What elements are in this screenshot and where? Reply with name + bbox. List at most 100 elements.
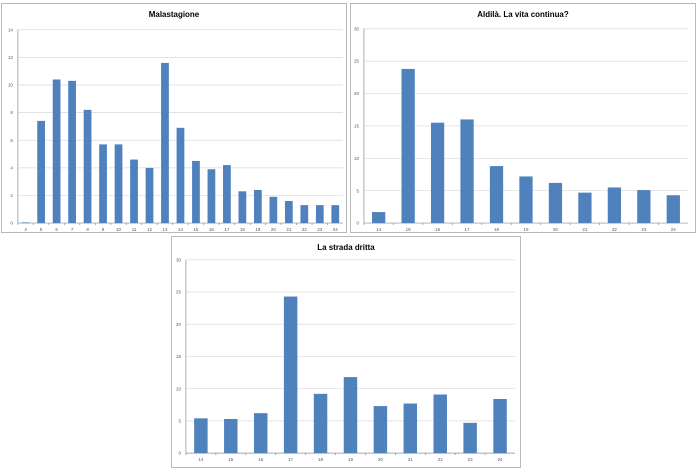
x-tick-label: 17 <box>288 457 293 462</box>
x-tick-label: 20 <box>553 227 558 232</box>
bar <box>401 68 415 224</box>
x-tick-label: 6 <box>55 227 58 232</box>
bar <box>253 189 262 224</box>
x-tick-label: 17 <box>224 227 229 232</box>
x-tick-label: 21 <box>582 227 587 232</box>
y-tick-label: 10 <box>354 156 359 161</box>
bar <box>666 195 680 224</box>
chart-aldila: Aldilà. La vita continua? 0 5 10 15 20 25 30 14 1… <box>350 3 696 233</box>
x-tick-label: 16 <box>258 457 263 462</box>
y-tick-label: 25 <box>354 59 359 64</box>
chart-title: Aldilà. La vita continua? <box>477 10 569 19</box>
chart-title: Malastagione <box>149 10 200 19</box>
bar <box>343 377 358 454</box>
y-tick-label: 15 <box>354 124 359 129</box>
chart-svg-aldila: Aldilà. La vita continua? 0 5 10 15 20 25 30 14 1… <box>354 10 689 232</box>
bar <box>300 205 309 224</box>
y-tick-label: 30 <box>176 257 181 262</box>
x-tick-label: 19 <box>523 227 528 232</box>
bar <box>99 144 107 224</box>
y-tick-label: 5 <box>356 188 359 193</box>
x-tick-label: 23 <box>641 227 646 232</box>
x-tick-label: 24 <box>333 227 338 232</box>
bar <box>238 191 247 224</box>
x-tick-label: 15 <box>228 457 233 462</box>
bar <box>433 394 447 454</box>
y-tick-label: 25 <box>176 290 181 295</box>
x-tick-label: 19 <box>348 457 353 462</box>
bar <box>430 122 445 224</box>
bar <box>130 159 138 224</box>
y-tick-label: 20 <box>354 91 359 96</box>
x-tick-label: 14 <box>178 227 183 232</box>
x-tick-label: 22 <box>302 227 307 232</box>
bar <box>607 187 622 224</box>
bar <box>373 406 388 454</box>
bar <box>207 169 216 224</box>
x-tick-label: 4 <box>24 227 27 232</box>
x-tick-label: 19 <box>255 227 260 232</box>
chart-malastagione: Malastagione 0 2 4 6 8 10 12 14 4 5 6 7 8 9 10 11 12 13 14 1… <box>1 3 347 233</box>
x-tick-label: 5 <box>40 227 43 232</box>
x-tick-label: 16 <box>209 227 214 232</box>
bar <box>37 120 45 224</box>
bar <box>269 196 278 224</box>
x-tick-label: 18 <box>318 457 323 462</box>
x-tick-label: 11 <box>132 227 137 232</box>
bar <box>493 398 507 454</box>
y-tick-label: 0 <box>178 451 181 456</box>
bar <box>463 422 477 454</box>
y-tick-label: 12 <box>8 55 13 60</box>
bar <box>283 296 298 454</box>
x-tick-label: 9 <box>102 227 105 232</box>
bar <box>114 144 123 224</box>
y-tick-label: 4 <box>10 165 13 170</box>
bar <box>403 403 418 454</box>
x-tick-label: 20 <box>378 457 383 462</box>
bar <box>372 212 386 224</box>
bar <box>460 119 474 224</box>
y-tick-label: 30 <box>354 26 359 31</box>
x-tick-label: 20 <box>271 227 276 232</box>
x-tick-label: 17 <box>465 227 470 232</box>
x-tick-label: 24 <box>671 227 676 232</box>
bar <box>223 165 231 224</box>
x-tick-label: 18 <box>494 227 499 232</box>
y-tick-label: 6 <box>10 138 13 143</box>
bar <box>253 413 268 454</box>
y-tick-label: 14 <box>8 27 13 32</box>
x-tick-label: 22 <box>612 227 617 232</box>
x-tick-label: 14 <box>198 457 203 462</box>
bar <box>315 205 324 224</box>
bar <box>313 393 328 454</box>
y-tick-label: 8 <box>10 110 13 115</box>
x-tick-label: 23 <box>468 457 473 462</box>
x-tick-label: 7 <box>71 227 74 232</box>
y-tick-label: 20 <box>176 322 181 327</box>
chart-title: La strada dritta <box>317 243 375 252</box>
bar <box>284 200 293 224</box>
y-tick-label: 2 <box>10 193 13 198</box>
bar <box>145 167 154 224</box>
x-tick-label: 22 <box>438 457 443 462</box>
x-tick-label: 8 <box>86 227 89 232</box>
y-tick-label: 10 <box>8 83 13 88</box>
bar <box>519 176 533 224</box>
bar <box>224 418 238 454</box>
bar <box>52 79 61 224</box>
y-tick-label: 0 <box>10 221 13 226</box>
y-tick-label: 0 <box>356 221 359 226</box>
x-tick-label: 21 <box>408 457 413 462</box>
bar <box>161 62 169 224</box>
x-tick-label: 24 <box>498 457 503 462</box>
x-tick-label: 12 <box>147 227 152 232</box>
bar <box>194 418 208 454</box>
bar <box>489 166 504 224</box>
x-tick-label: 15 <box>193 227 198 232</box>
chart-la-strada-dritta: La strada dritta 0 5 10 15 20 25 30 14 15 16 17 18 19… <box>171 236 521 468</box>
x-tick-label: 13 <box>162 227 167 232</box>
bar <box>192 160 200 224</box>
x-tick-label: 15 <box>406 227 411 232</box>
y-tick-label: 15 <box>176 354 181 359</box>
